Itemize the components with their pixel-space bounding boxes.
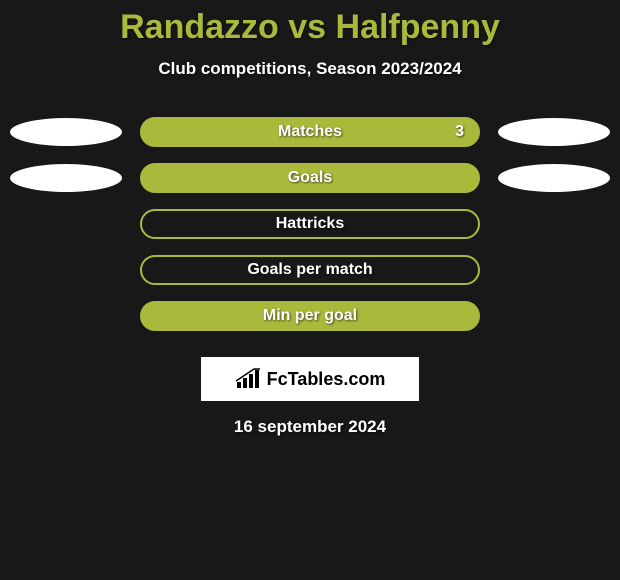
left-spacer [10, 302, 122, 330]
stat-label: Min per goal [263, 307, 357, 325]
comparison-rows: Matches 3 Goals Hattricks Goals per match Min… [0, 109, 620, 339]
stat-label: Matches [278, 123, 342, 141]
comparison-row: Goals [0, 155, 620, 201]
right-spacer [498, 210, 610, 238]
chart-icon [235, 368, 261, 390]
stat-bar: Goals per match [140, 255, 480, 285]
page-title: Randazzo vs Halfpenny [0, 0, 620, 47]
stat-bar: Min per goal [140, 301, 480, 331]
stat-bar: Matches 3 [140, 117, 480, 147]
stat-label: Goals [288, 169, 332, 187]
comparison-row: Matches 3 [0, 109, 620, 155]
right-spacer [498, 256, 610, 284]
stat-label: Goals per match [247, 261, 372, 279]
stat-value-right: 3 [455, 123, 464, 141]
left-spacer [10, 210, 122, 238]
brand-text: FcTables.com [267, 369, 386, 390]
comparison-row: Min per goal [0, 293, 620, 339]
comparison-row: Hattricks [0, 201, 620, 247]
left-ellipse [10, 118, 122, 146]
brand-box: FcTables.com [201, 357, 419, 401]
right-spacer [498, 302, 610, 330]
subtitle: Club competitions, Season 2023/2024 [0, 59, 620, 79]
comparison-row: Goals per match [0, 247, 620, 293]
right-ellipse [498, 164, 610, 192]
stat-bar: Goals [140, 163, 480, 193]
right-ellipse [498, 118, 610, 146]
left-spacer [10, 256, 122, 284]
stat-label: Hattricks [276, 215, 344, 233]
left-ellipse [10, 164, 122, 192]
date-label: 16 september 2024 [0, 417, 620, 437]
stat-bar: Hattricks [140, 209, 480, 239]
